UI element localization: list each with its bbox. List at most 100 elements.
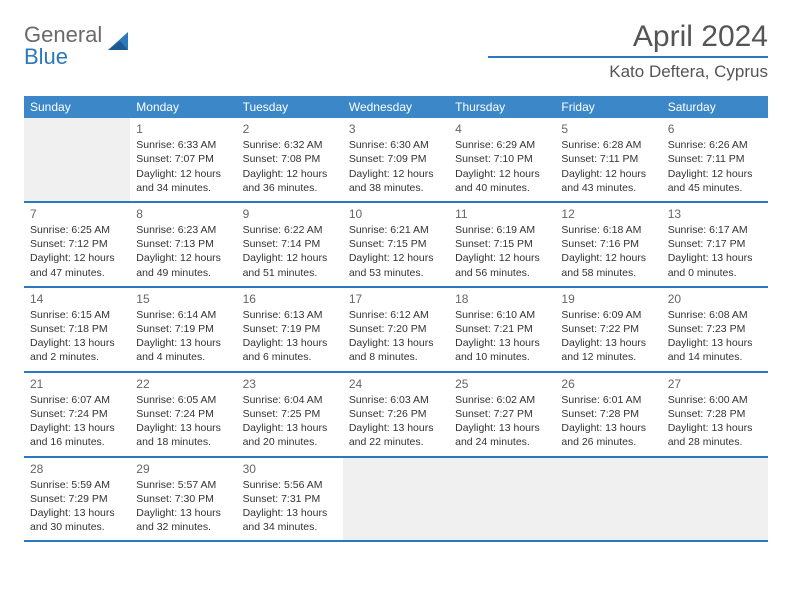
calendar-cell: 15Sunrise: 6:14 AMSunset: 7:19 PMDayligh… [130,288,236,371]
sunset-line: Sunset: 7:07 PM [136,152,230,166]
day-number: 23 [243,376,337,392]
sunrise-line: Sunrise: 6:10 AM [455,308,549,322]
dl2-line: and 51 minutes. [243,266,337,280]
sunset-line: Sunset: 7:24 PM [136,407,230,421]
sunrise-line: Sunrise: 6:28 AM [561,138,655,152]
page-header: General Blue April 2024 Kato Deftera, Cy… [24,20,768,82]
dl1-line: Daylight: 13 hours [455,421,549,435]
dl1-line: Daylight: 13 hours [455,336,549,350]
dow-friday: Friday [555,96,661,118]
day-number: 21 [30,376,124,392]
sunset-line: Sunset: 7:28 PM [561,407,655,421]
brand-logo: General Blue [24,24,132,68]
day-number: 24 [349,376,443,392]
dl2-line: and 8 minutes. [349,350,443,364]
sunrise-line: Sunrise: 6:09 AM [561,308,655,322]
sunset-line: Sunset: 7:16 PM [561,237,655,251]
sunrise-line: Sunrise: 6:13 AM [243,308,337,322]
calendar-cell: 30Sunrise: 5:56 AMSunset: 7:31 PMDayligh… [237,458,343,541]
dl2-line: and 22 minutes. [349,435,443,449]
dl1-line: Daylight: 12 hours [136,167,230,181]
dl1-line: Daylight: 12 hours [455,167,549,181]
calendar-cell: 17Sunrise: 6:12 AMSunset: 7:20 PMDayligh… [343,288,449,371]
dl2-line: and 38 minutes. [349,181,443,195]
sunrise-line: Sunrise: 6:17 AM [668,223,762,237]
calendar-cell: 12Sunrise: 6:18 AMSunset: 7:16 PMDayligh… [555,203,661,286]
sunset-line: Sunset: 7:25 PM [243,407,337,421]
sunset-line: Sunset: 7:22 PM [561,322,655,336]
calendar-cell: 18Sunrise: 6:10 AMSunset: 7:21 PMDayligh… [449,288,555,371]
sunrise-line: Sunrise: 6:29 AM [455,138,549,152]
dl2-line: and 34 minutes. [136,181,230,195]
sunset-line: Sunset: 7:20 PM [349,322,443,336]
sunrise-line: Sunrise: 6:21 AM [349,223,443,237]
sunrise-line: Sunrise: 5:56 AM [243,478,337,492]
calendar-cell: 6Sunrise: 6:26 AMSunset: 7:11 PMDaylight… [662,118,768,201]
day-number: 19 [561,291,655,307]
dl1-line: Daylight: 13 hours [561,421,655,435]
calendar-cell: 2Sunrise: 6:32 AMSunset: 7:08 PMDaylight… [237,118,343,201]
dow-monday: Monday [130,96,236,118]
calendar-cell: 29Sunrise: 5:57 AMSunset: 7:30 PMDayligh… [130,458,236,541]
day-number: 22 [136,376,230,392]
sunset-line: Sunset: 7:31 PM [243,492,337,506]
dl1-line: Daylight: 13 hours [349,421,443,435]
sunrise-line: Sunrise: 6:12 AM [349,308,443,322]
calendar-cell: 7Sunrise: 6:25 AMSunset: 7:12 PMDaylight… [24,203,130,286]
calendar-cell-empty [24,118,130,201]
day-number: 16 [243,291,337,307]
calendar-cell: 20Sunrise: 6:08 AMSunset: 7:23 PMDayligh… [662,288,768,371]
dl2-line: and 24 minutes. [455,435,549,449]
dl1-line: Daylight: 13 hours [30,336,124,350]
sunset-line: Sunset: 7:29 PM [30,492,124,506]
calendar-week: 1Sunrise: 6:33 AMSunset: 7:07 PMDaylight… [24,118,768,203]
dl2-line: and 4 minutes. [136,350,230,364]
calendar-cell: 21Sunrise: 6:07 AMSunset: 7:24 PMDayligh… [24,373,130,456]
sail-icon [106,28,132,59]
day-number: 10 [349,206,443,222]
dl2-line: and 56 minutes. [455,266,549,280]
sunrise-line: Sunrise: 6:23 AM [136,223,230,237]
sunrise-line: Sunrise: 5:57 AM [136,478,230,492]
sunset-line: Sunset: 7:21 PM [455,322,549,336]
dl1-line: Daylight: 12 hours [243,251,337,265]
sunrise-line: Sunrise: 6:07 AM [30,393,124,407]
calendar-cell: 19Sunrise: 6:09 AMSunset: 7:22 PMDayligh… [555,288,661,371]
dl1-line: Daylight: 13 hours [243,421,337,435]
sunrise-line: Sunrise: 6:02 AM [455,393,549,407]
dl2-line: and 45 minutes. [668,181,762,195]
sunset-line: Sunset: 7:11 PM [668,152,762,166]
sunset-line: Sunset: 7:30 PM [136,492,230,506]
calendar-cell: 11Sunrise: 6:19 AMSunset: 7:15 PMDayligh… [449,203,555,286]
sunrise-line: Sunrise: 6:14 AM [136,308,230,322]
brand-text: General Blue [24,24,102,68]
dl1-line: Daylight: 13 hours [668,421,762,435]
dl2-line: and 14 minutes. [668,350,762,364]
day-number: 3 [349,121,443,137]
day-number: 11 [455,206,549,222]
calendar-week: 14Sunrise: 6:15 AMSunset: 7:18 PMDayligh… [24,288,768,373]
day-number: 9 [243,206,337,222]
day-number: 7 [30,206,124,222]
title-block: April 2024 Kato Deftera, Cyprus [488,20,768,82]
sunset-line: Sunset: 7:18 PM [30,322,124,336]
dow-saturday: Saturday [662,96,768,118]
dl2-line: and 16 minutes. [30,435,124,449]
dow-wednesday: Wednesday [343,96,449,118]
sunrise-line: Sunrise: 6:26 AM [668,138,762,152]
day-number: 28 [30,461,124,477]
dl1-line: Daylight: 12 hours [561,167,655,181]
day-number: 15 [136,291,230,307]
day-number: 26 [561,376,655,392]
sunrise-line: Sunrise: 5:59 AM [30,478,124,492]
calendar-cell: 14Sunrise: 6:15 AMSunset: 7:18 PMDayligh… [24,288,130,371]
calendar-cell: 28Sunrise: 5:59 AMSunset: 7:29 PMDayligh… [24,458,130,541]
dl1-line: Daylight: 13 hours [30,421,124,435]
day-number: 25 [455,376,549,392]
calendar-cell: 26Sunrise: 6:01 AMSunset: 7:28 PMDayligh… [555,373,661,456]
sunset-line: Sunset: 7:15 PM [455,237,549,251]
calendar-cell: 9Sunrise: 6:22 AMSunset: 7:14 PMDaylight… [237,203,343,286]
dl2-line: and 12 minutes. [561,350,655,364]
calendar-cell-empty [449,458,555,541]
dl1-line: Daylight: 12 hours [349,251,443,265]
